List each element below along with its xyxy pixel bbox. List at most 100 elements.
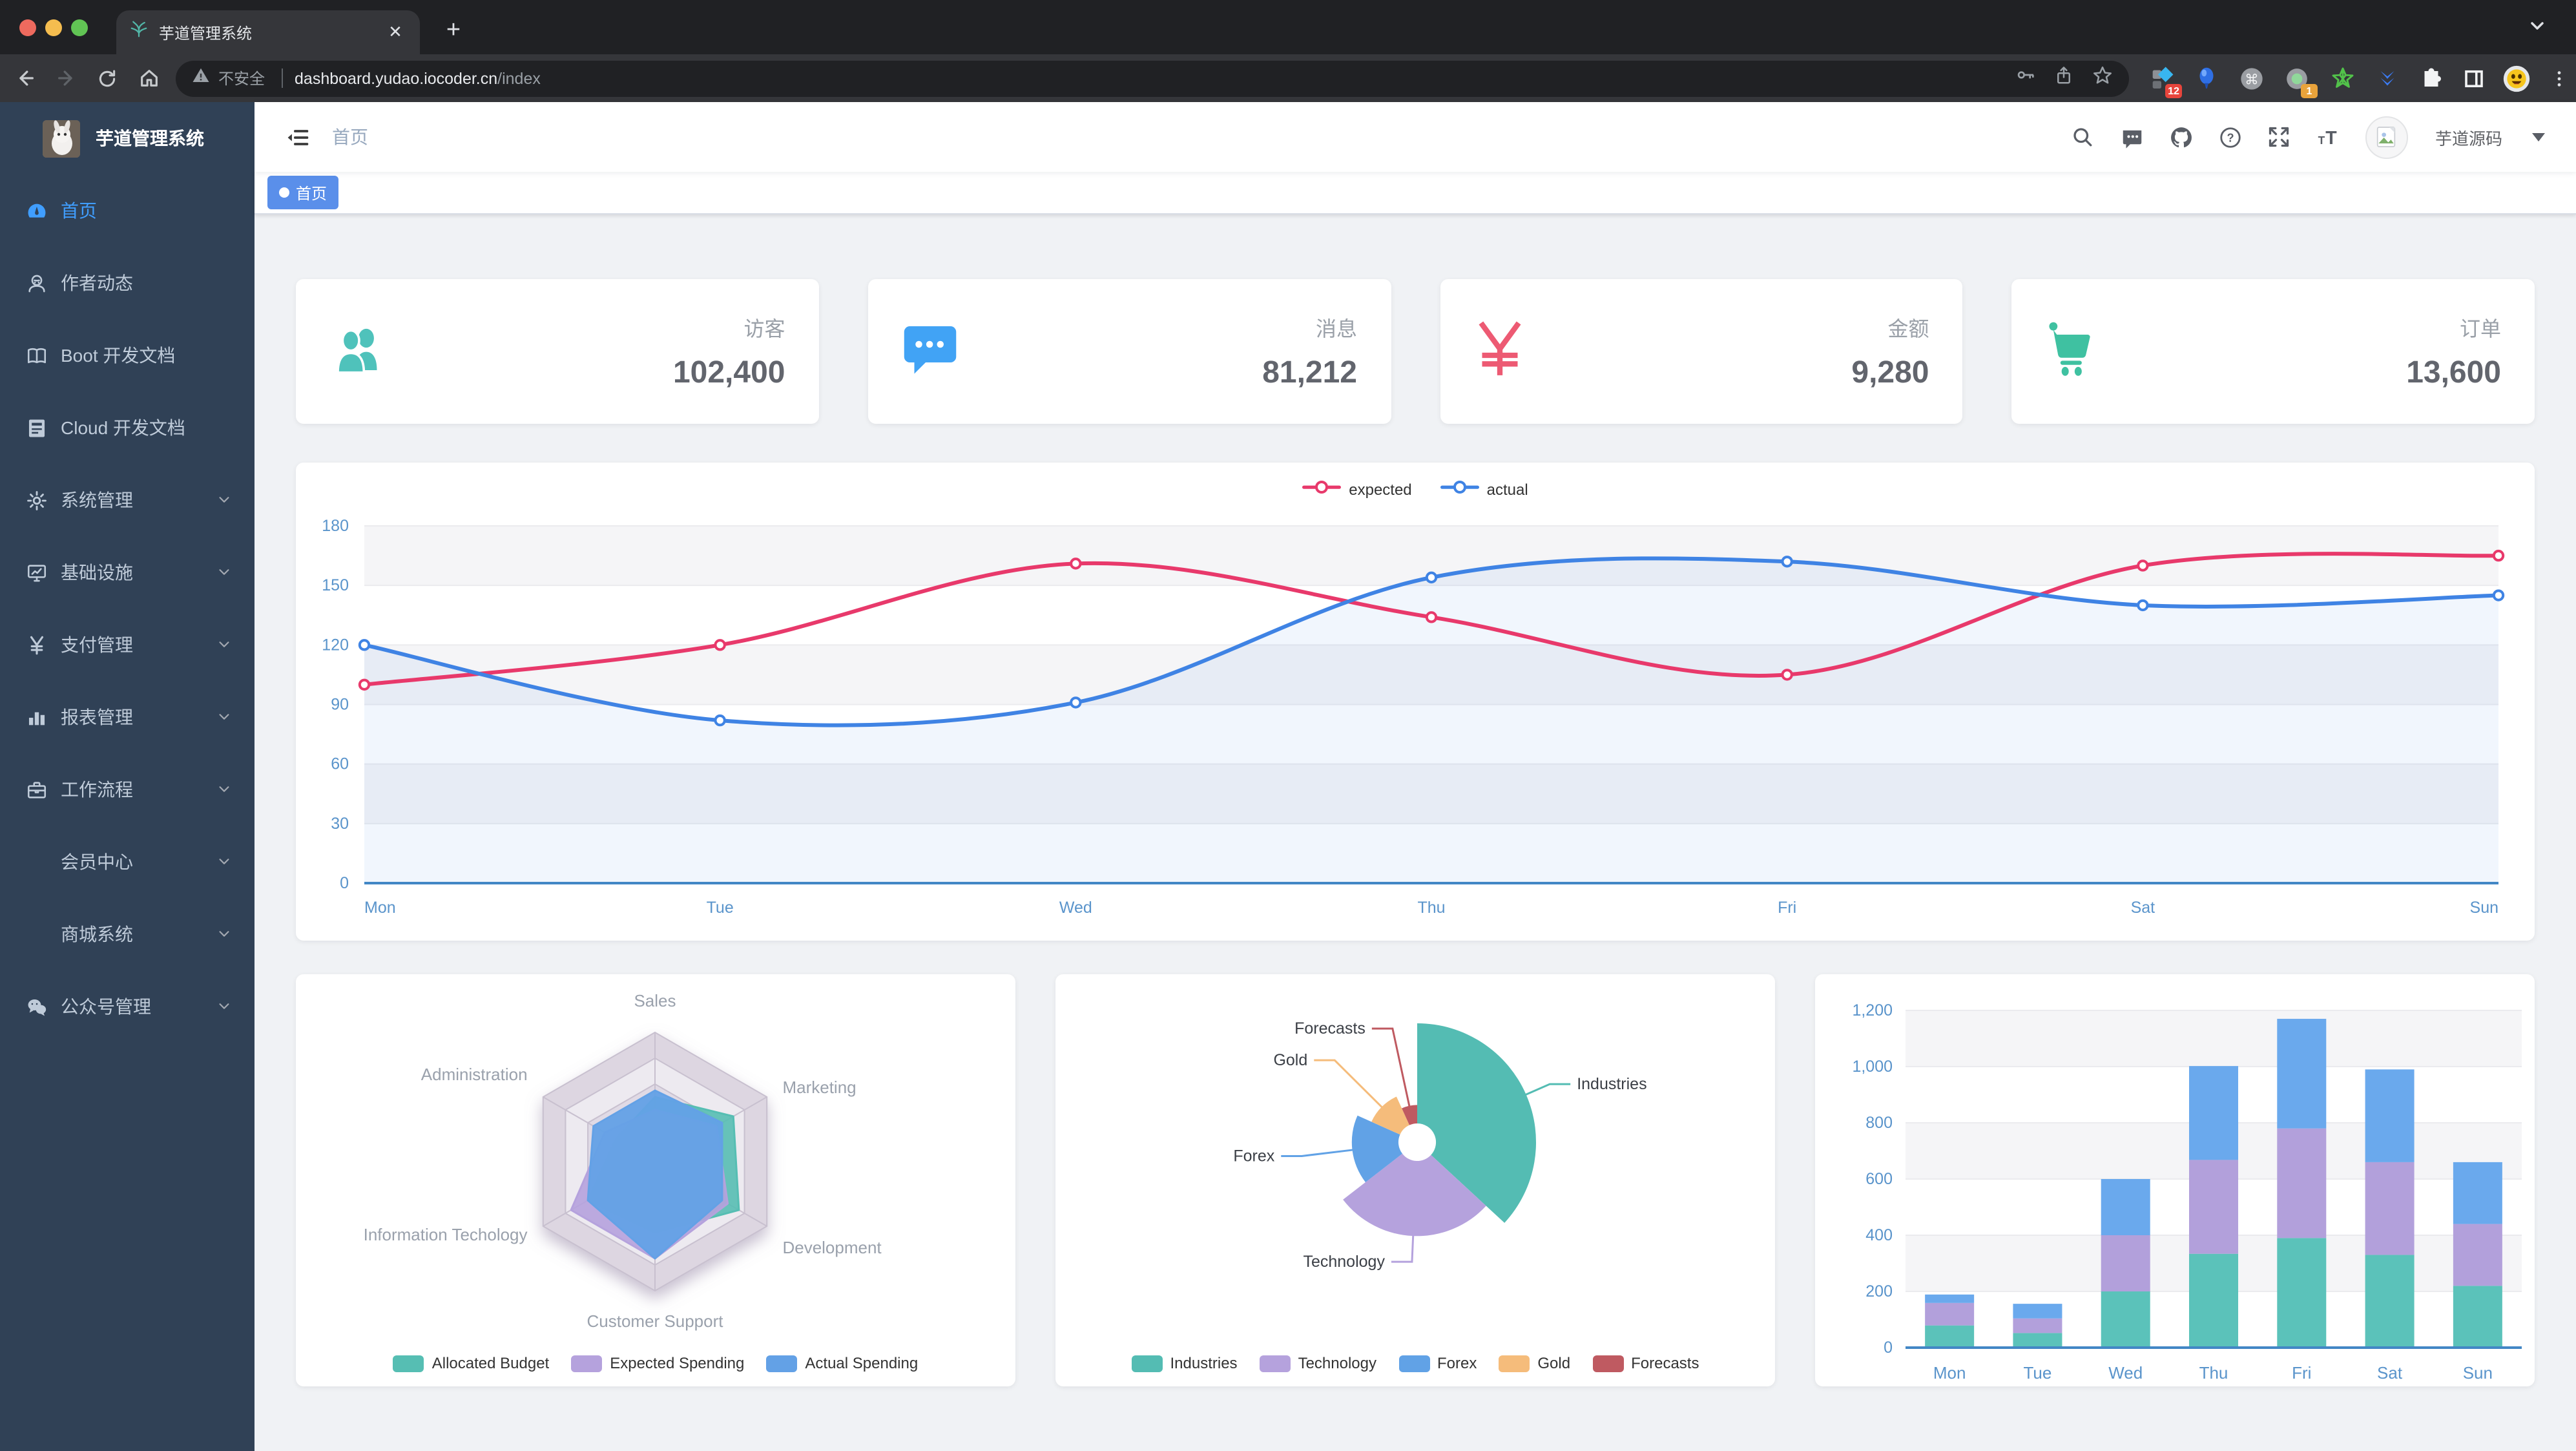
legend-item-Forex[interactable]: Forex bbox=[1398, 1354, 1477, 1372]
svg-text:1,000: 1,000 bbox=[1852, 1058, 1893, 1076]
question-icon[interactable]: ? bbox=[2218, 125, 2243, 149]
visitors-line-chart: 0 30 60 90 120 150 180 Mon Tue Wed Thu Fri Sat Sun bbox=[296, 463, 2535, 947]
svg-text:Mon: Mon bbox=[364, 899, 396, 917]
user-name[interactable]: 芋道源码 bbox=[2435, 129, 2502, 148]
stat-card-1[interactable]: 访客 102,400 bbox=[296, 279, 819, 424]
svg-text:T: T bbox=[2318, 134, 2325, 147]
legend-chip bbox=[1499, 1355, 1530, 1372]
visitors-line-chart-card: 0 30 60 90 120 150 180 Mon Tue Wed Thu Fri Sat Sun ex… bbox=[296, 463, 2535, 941]
legend-item-Industries[interactable]: Industries bbox=[1131, 1354, 1238, 1372]
legend-label: Expected Spending bbox=[610, 1354, 745, 1372]
stat-value: 81,212 bbox=[1262, 355, 1357, 390]
legend-chip bbox=[571, 1355, 603, 1372]
recorder-extension-icon[interactable]: 1 bbox=[2283, 64, 2318, 98]
stat-value: 9,280 bbox=[1851, 355, 1929, 390]
window-zoom-button[interactable] bbox=[71, 19, 88, 36]
sidebar-logo[interactable]: 芋道管理系统 bbox=[0, 102, 254, 174]
share-icon[interactable] bbox=[2054, 65, 2073, 91]
sidebar-item-11[interactable]: 商城系统 bbox=[0, 898, 254, 970]
not-secure-warning-icon[interactable] bbox=[191, 65, 211, 91]
address-bar[interactable]: 不安全 dashboard.yudao.iocoder.cn/index bbox=[176, 60, 2129, 96]
extension-badge: 12 bbox=[2165, 83, 2182, 98]
sidebar-item-8[interactable]: 报表管理 bbox=[0, 681, 254, 753]
browser-chrome: 芋道管理系统 ✕ + bbox=[0, 0, 2576, 102]
legend-line-marker bbox=[1302, 479, 1342, 499]
tab-close-icon[interactable]: ✕ bbox=[388, 22, 402, 41]
stat-card-3[interactable]: 金额 9,280 bbox=[1440, 279, 1963, 424]
profile-avatar-icon[interactable] bbox=[2502, 64, 2531, 92]
legend-label: Allocated Budget bbox=[431, 1354, 550, 1372]
sidebar-item-label: 商城系统 bbox=[61, 924, 133, 945]
svg-text:120: 120 bbox=[322, 636, 349, 654]
home-button[interactable] bbox=[132, 61, 165, 95]
url-divider bbox=[282, 68, 284, 88]
bookmark-star-icon[interactable] bbox=[2092, 64, 2114, 92]
url-text: dashboard.yudao.iocoder.cn/index bbox=[295, 69, 541, 87]
svg-text:Administration: Administration bbox=[421, 1065, 528, 1084]
chevron-down-icon bbox=[217, 707, 231, 727]
puzzle-icon[interactable] bbox=[2417, 64, 2446, 92]
stat-card-4[interactable]: 订单 13,600 bbox=[2011, 279, 2535, 424]
svg-text:200: 200 bbox=[1865, 1282, 1893, 1300]
fullscreen-icon[interactable] bbox=[2267, 125, 2292, 149]
sidebar-item-5[interactable]: 系统管理 bbox=[0, 464, 254, 536]
legend-item-Gold[interactable]: Gold bbox=[1499, 1354, 1570, 1372]
svg-text:Tue: Tue bbox=[707, 899, 734, 917]
sidebar-item-12[interactable]: 公众号管理 bbox=[0, 970, 254, 1043]
security-label: 不安全 bbox=[218, 70, 265, 88]
legend-item-actual[interactable]: actual bbox=[1440, 479, 1528, 499]
tag-首页[interactable]: 首页 bbox=[267, 176, 339, 209]
green-star-extension-icon[interactable] bbox=[2328, 64, 2356, 92]
hamburger-icon[interactable] bbox=[254, 125, 311, 149]
svg-text:Customer Support: Customer Support bbox=[587, 1311, 724, 1331]
svg-text:Information Techology: Information Techology bbox=[364, 1225, 528, 1244]
svg-text:Fri: Fri bbox=[2292, 1363, 2311, 1383]
sidebar-item-6[interactable]: 基础设施 bbox=[0, 536, 254, 609]
back-button[interactable] bbox=[8, 61, 41, 95]
svg-text:Gold: Gold bbox=[1273, 1051, 1307, 1069]
legend-item-Forecasts[interactable]: Forecasts bbox=[1592, 1354, 1699, 1372]
tab-title: 芋道管理系统 bbox=[159, 24, 253, 42]
key-icon[interactable] bbox=[2015, 65, 2036, 92]
user-caret-down-icon[interactable] bbox=[2532, 125, 2545, 149]
window-minimize-button[interactable] bbox=[45, 19, 62, 36]
sidebar-item-7[interactable]: 支付管理 bbox=[0, 609, 254, 681]
blue-diamond-extension-icon[interactable]: 12 bbox=[2147, 64, 2182, 98]
sidebar-item-label: 报表管理 bbox=[61, 707, 133, 727]
people-group-icon bbox=[329, 320, 389, 383]
legend-item-Technology[interactable]: Technology bbox=[1259, 1354, 1376, 1372]
legend-item-Actual Spending[interactable]: Actual Spending bbox=[766, 1354, 918, 1372]
svg-text:?: ? bbox=[2227, 131, 2234, 144]
sidebar-item-3[interactable]: Boot 开发文档 bbox=[0, 319, 254, 391]
stat-card-2[interactable]: 消息 81,212 bbox=[867, 279, 1391, 424]
address-bar-row: 不安全 dashboard.yudao.iocoder.cn/index 12 ⌘… bbox=[0, 54, 2576, 102]
legend-item-Allocated Budget[interactable]: Allocated Budget bbox=[393, 1354, 549, 1372]
browser-tab[interactable]: 芋道管理系统 ✕ bbox=[116, 10, 420, 54]
sidebar-item-1[interactable]: 首页 bbox=[0, 174, 254, 247]
sidebar-item-2[interactable]: 作者动态 bbox=[0, 247, 254, 319]
legend-item-Expected Spending[interactable]: Expected Spending bbox=[571, 1354, 744, 1372]
sidebar-item-label: 基础设施 bbox=[61, 562, 133, 583]
balloon-extension-icon[interactable] bbox=[2192, 64, 2221, 92]
side-panel-icon[interactable] bbox=[2460, 64, 2488, 92]
user-avatar[interactable] bbox=[2365, 116, 2408, 158]
sidebar-item-4[interactable]: Cloud 开发文档 bbox=[0, 391, 254, 464]
window-close-button[interactable] bbox=[19, 19, 36, 36]
new-tab-button[interactable]: + bbox=[446, 17, 461, 44]
message-icon[interactable] bbox=[2120, 125, 2145, 149]
sidebar-item-10[interactable]: 会员中心 bbox=[0, 826, 254, 898]
reload-button[interactable] bbox=[90, 61, 124, 95]
sidebar-item-9[interactable]: 工作流程 bbox=[0, 753, 254, 826]
breadcrumb[interactable]: 首页 bbox=[332, 127, 368, 147]
briefcase-icon bbox=[26, 778, 48, 800]
kebab-menu-icon[interactable] bbox=[2545, 64, 2573, 92]
forward-button[interactable] bbox=[49, 61, 83, 95]
legend-item-expected[interactable]: expected bbox=[1302, 479, 1412, 499]
command-extension-icon[interactable]: ⌘ bbox=[2238, 64, 2266, 92]
search-icon[interactable] bbox=[2071, 125, 2095, 149]
chevrons-extension-icon[interactable] bbox=[2373, 64, 2402, 92]
tab-search-chevron-icon[interactable] bbox=[2527, 16, 2548, 43]
github-icon[interactable] bbox=[2169, 125, 2194, 149]
svg-text:Thu: Thu bbox=[1417, 899, 1445, 917]
